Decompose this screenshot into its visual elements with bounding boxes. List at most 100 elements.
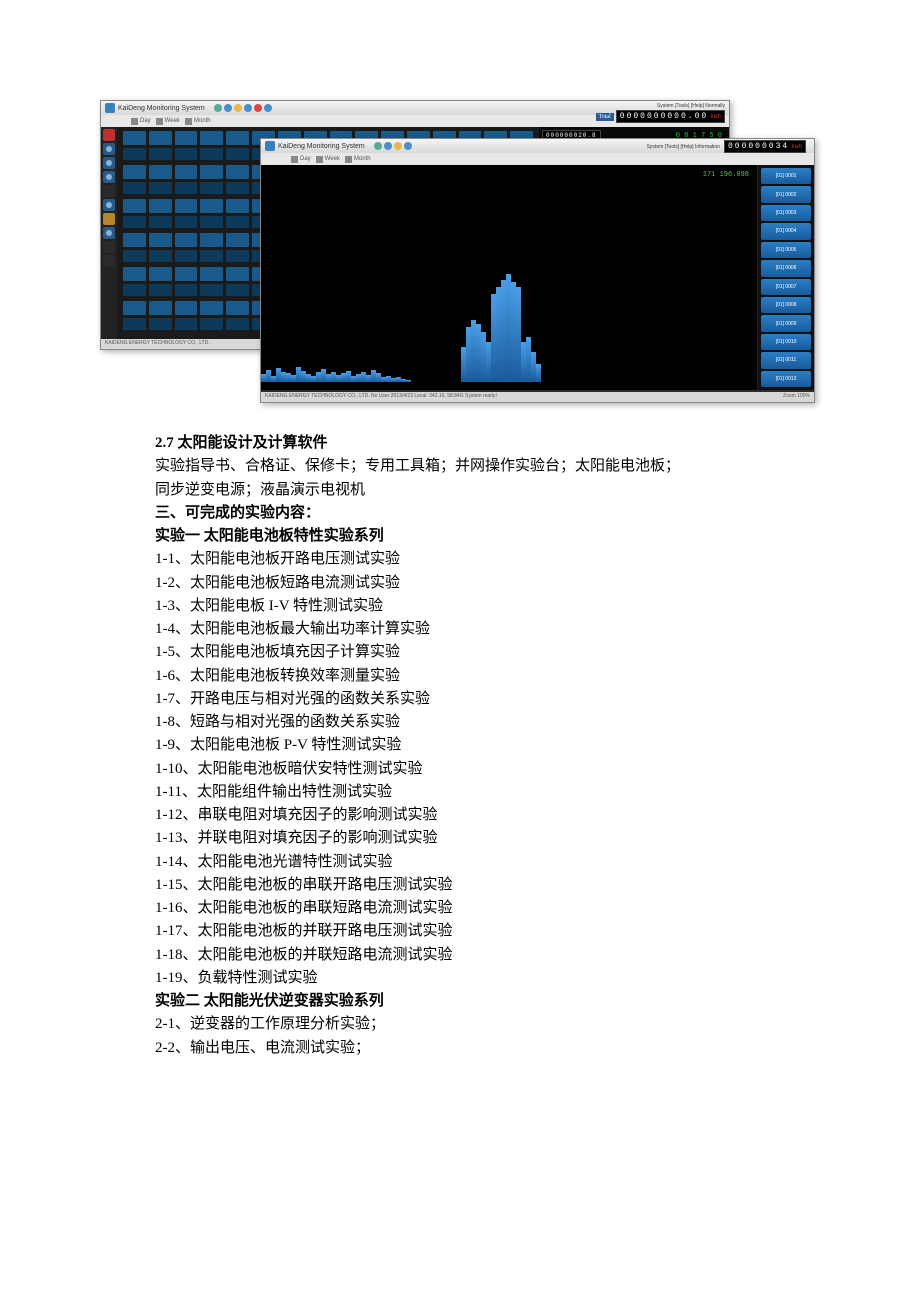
toolbar-btn-2[interactable] <box>103 157 115 169</box>
solar-module-label <box>149 318 172 330</box>
experiment-item: 1-4、太阳能电池板最大输出功率计算实验 <box>155 618 820 641</box>
toolbar-btn-red[interactable] <box>103 129 115 141</box>
solar-module[interactable] <box>226 131 249 145</box>
experiment-item: 1-18、太阳能电池板的并联短路电流测试实验 <box>155 944 820 967</box>
solar-module[interactable] <box>200 233 223 247</box>
module-label-list: [01] 0001 [01] 0002 [01] 0003 [01] 0004 [01]… <box>758 165 814 390</box>
tab-week[interactable]: Week <box>156 118 180 125</box>
solar-module[interactable] <box>175 165 198 179</box>
solar-module-label <box>175 182 198 194</box>
solar-module[interactable] <box>200 199 223 213</box>
solar-module[interactable] <box>149 267 172 281</box>
solar-module[interactable] <box>123 199 146 213</box>
tab-day[interactable]: Day <box>131 118 151 125</box>
solar-module[interactable] <box>175 233 198 247</box>
solar-module[interactable] <box>175 301 198 315</box>
toolbar-btn-4[interactable] <box>103 185 115 197</box>
bar-chart: 171 196.098 <box>261 165 758 390</box>
module-label[interactable]: [01] 0007 <box>761 279 811 295</box>
solar-module[interactable] <box>226 165 249 179</box>
chart-bar <box>536 364 541 382</box>
top-counter-area: System [Tools] [Help] Normally Total 000… <box>596 103 725 123</box>
experiment-item: 1-9、太阳能电池板 P-V 特性测试实验 <box>155 734 820 757</box>
total-label: Total <box>596 113 614 121</box>
experiment-item: 1-3、太阳能电板 I-V 特性测试实验 <box>155 595 820 618</box>
solar-module-label <box>123 250 146 262</box>
solar-module-label <box>226 148 249 160</box>
experiment-item: 1-1、太阳能电池板开路电压测试实验 <box>155 548 820 571</box>
experiment-2-list: 2-1、逆变器的工作原理分析实验；2-2、输出电压、电流测试实验； <box>155 1013 820 1060</box>
solar-module-label <box>200 148 223 160</box>
toolbar-btn-6[interactable] <box>103 213 115 225</box>
chart-bar <box>406 380 411 382</box>
solar-module[interactable] <box>200 301 223 315</box>
front-app-title: KaiDeng Monitoring System <box>278 143 365 150</box>
ip-address: 171 196.098 <box>703 171 749 179</box>
solar-module-label <box>226 182 249 194</box>
experiment-1-list: 1-1、太阳能电池板开路电压测试实验1-2、太阳能电池板短路电流测试实验1-3、… <box>155 548 820 990</box>
top-labels: System [Tools] [Help] Normally <box>657 103 725 109</box>
solar-module[interactable] <box>226 199 249 213</box>
solar-module-label <box>200 250 223 262</box>
solar-module[interactable] <box>149 301 172 315</box>
module-label[interactable]: [01] 0005 <box>761 242 811 258</box>
front-tabs: Day Week Month <box>261 153 814 165</box>
experiment-item: 1-14、太阳能电池光谱特性测试实验 <box>155 851 820 874</box>
solar-module[interactable] <box>200 131 223 145</box>
titlebar-icons <box>214 104 272 112</box>
solar-module-label <box>200 284 223 296</box>
solar-module[interactable] <box>149 165 172 179</box>
toolbar-btn-1[interactable] <box>103 143 115 155</box>
solar-module[interactable] <box>123 131 146 145</box>
front-counter: 000000034kwh <box>724 140 806 153</box>
intro-line-1: 实验指导书、合格证、保修卡；专用工具箱；并网操作实验台；太阳能电池板； <box>155 455 820 478</box>
experiment-item: 1-19、负载特性测试实验 <box>155 967 820 990</box>
solar-module[interactable] <box>123 301 146 315</box>
tab-month[interactable]: Month <box>185 118 211 125</box>
toolbar-btn-3[interactable] <box>103 171 115 183</box>
solar-module[interactable] <box>149 131 172 145</box>
experiment-item: 1-13、并联电阻对填充因子的影响测试实验 <box>155 827 820 850</box>
module-label[interactable]: [01] 0002 <box>761 186 811 202</box>
toolbar-btn-7[interactable] <box>103 227 115 239</box>
module-label[interactable]: [01] 0003 <box>761 205 811 221</box>
module-label[interactable]: [01] 0004 <box>761 223 811 239</box>
solar-module[interactable] <box>175 199 198 213</box>
module-label[interactable]: [01] 0009 <box>761 315 811 331</box>
toolbar-btn-5[interactable] <box>103 199 115 211</box>
solar-module[interactable] <box>123 267 146 281</box>
solar-module[interactable] <box>149 199 172 213</box>
solar-module[interactable] <box>123 233 146 247</box>
app-title: KaiDeng Monitoring System <box>118 105 205 112</box>
module-label[interactable]: [01] 0001 <box>761 168 811 184</box>
solar-module-label <box>226 284 249 296</box>
solar-module[interactable] <box>200 165 223 179</box>
module-label[interactable]: [01] 0011 <box>761 352 811 368</box>
solar-module[interactable] <box>200 267 223 281</box>
embedded-screenshot: KaiDeng Monitoring System Day Week Month… <box>100 100 820 410</box>
solar-module[interactable] <box>175 267 198 281</box>
experiment-item: 1-11、太阳能组件输出特性测试实验 <box>155 781 820 804</box>
module-label[interactable]: [01] 0008 <box>761 297 811 313</box>
document-content: 2.7 太阳能设计及计算软件 实验指导书、合格证、保修卡；专用工具箱；并网操作实… <box>155 432 820 1060</box>
solar-module[interactable] <box>226 301 249 315</box>
solar-module-label <box>149 284 172 296</box>
solar-module[interactable] <box>175 131 198 145</box>
module-label[interactable]: [01] 0012 <box>761 371 811 387</box>
solar-module-label <box>175 250 198 262</box>
solar-module[interactable] <box>149 233 172 247</box>
solar-module-label <box>149 148 172 160</box>
toolbar-btn-8[interactable] <box>103 241 115 253</box>
solar-module-label <box>200 216 223 228</box>
solar-module[interactable] <box>226 233 249 247</box>
solar-module-label <box>175 318 198 330</box>
solar-module[interactable] <box>226 267 249 281</box>
solar-module[interactable] <box>123 165 146 179</box>
toolbar-btn-9[interactable] <box>103 255 115 267</box>
solar-module-label <box>123 148 146 160</box>
module-label[interactable]: [01] 0010 <box>761 334 811 350</box>
front-window: KaiDeng Monitoring System Day Week Month… <box>260 138 815 403</box>
module-label[interactable]: [01] 0006 <box>761 260 811 276</box>
experiment-item: 2-2、输出电压、电流测试实验； <box>155 1037 820 1060</box>
experiment-item: 1-17、太阳能电池板的并联开路电压测试实验 <box>155 920 820 943</box>
